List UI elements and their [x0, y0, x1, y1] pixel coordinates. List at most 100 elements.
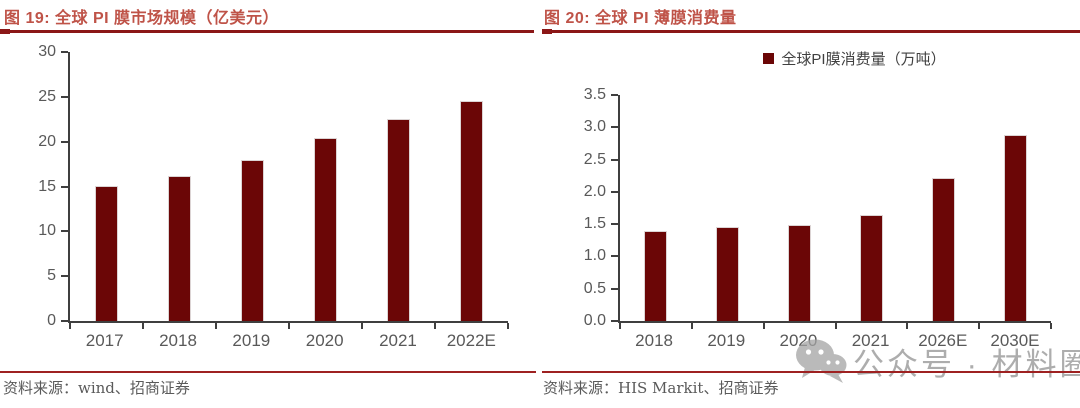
y-axis-tick-label: 5 [47, 267, 56, 285]
y-axis-tick [611, 223, 618, 226]
y-axis-tick [611, 190, 618, 193]
x-axis-tick [141, 323, 144, 329]
x-axis-label-2018: 2018 [635, 331, 673, 350]
bar-slot [979, 95, 1051, 321]
y-axis-tick-label: 1.5 [583, 215, 606, 233]
x-axis-label-2020: 2020 [305, 331, 344, 350]
figure-19-source-divider [0, 371, 536, 373]
y-axis-tick-label: 25 [38, 87, 56, 105]
x-axis-label-2019: 2019 [232, 331, 271, 350]
figure-20-source-text: 资料来源：HIS Markit、招商证券 [543, 379, 779, 397]
x-axis-label-2022E: 2022E [446, 331, 496, 350]
bar-2026E [931, 178, 955, 321]
x-axis-tick [69, 323, 71, 329]
x-axis-tick [507, 323, 509, 329]
x-axis-label-2018: 2018 [159, 331, 197, 350]
x-axis-label-2021: 2021 [851, 331, 890, 350]
bar-slot [143, 52, 216, 321]
bar-2022E [460, 101, 483, 321]
y-axis-tick-label: 0.0 [583, 312, 606, 329]
x-axis-label-2020: 2020 [779, 331, 818, 350]
figure-19-title-underline [0, 29, 534, 34]
bar-slot [70, 52, 143, 321]
bar-slot [216, 52, 289, 321]
y-axis-tick [611, 94, 618, 96]
x-axis-tick [619, 323, 621, 329]
x-axis-tick [906, 323, 909, 329]
y-axis-tick [61, 95, 68, 98]
x-axis-labels: 2018 2019 2020 2021 2026E 2030E [618, 331, 1051, 351]
figure-20-title-underline [542, 29, 1080, 34]
bar-2021 [859, 215, 883, 321]
bar-slot [764, 95, 836, 321]
x-axis-tick [690, 323, 693, 329]
bars-row [620, 95, 1051, 321]
x-axis-label-2019: 2019 [707, 331, 746, 350]
y-axis-tick-label: 10 [38, 222, 56, 240]
bars-row [70, 52, 508, 321]
figure-20-panel: 图 20: 全球 PI 薄膜消费量 全球PI膜消费量（万吨） 0.0 0.5 1.0… [540, 0, 1080, 408]
x-axis-labels: 2017 2018 2019 2020 2021 2022E [68, 331, 508, 351]
y-axis-tick [61, 230, 68, 233]
plot-area: 0.0 0.5 1.0 1.5 2.0 2.5 3.0 3.5 [584, 87, 1052, 329]
bar-2030E [1003, 135, 1027, 321]
bar-2019 [241, 159, 264, 321]
bar-slot [907, 95, 979, 321]
y-axis-tick-label: 3.5 [583, 86, 606, 103]
bar-2018 [644, 230, 668, 321]
bar-2020 [314, 138, 337, 321]
x-axis-tick [360, 323, 363, 329]
bar-2020 [788, 225, 812, 321]
x-axis-label-2017: 2017 [85, 331, 124, 350]
y-axis-tick [61, 51, 68, 53]
bar-2021 [387, 119, 410, 321]
y-axis-tick [611, 255, 618, 258]
bar-2019 [716, 226, 740, 321]
figure-19-panel: 图 19: 全球 PI 膜市场规模（亿美元） 0 5 10 15 20 25 30 2017… [0, 10, 536, 397]
y-axis-tick [61, 185, 68, 188]
figure-20-source-divider [542, 371, 1080, 373]
y-axis-tick [611, 158, 618, 161]
y-axis-tick-label: 20 [38, 132, 56, 150]
x-axis-label-2030E: 2030E [990, 331, 1040, 350]
y-axis-tick [611, 126, 618, 129]
bar-slot [362, 52, 435, 321]
bar-slot [835, 95, 907, 321]
legend: 全球PI膜消费量（万吨） [638, 48, 1071, 69]
x-axis-tick [762, 323, 765, 329]
x-axis-tick [978, 323, 981, 329]
x-axis-tick [834, 323, 837, 329]
figure-20-title: 图 20: 全球 PI 薄膜消费量 [544, 10, 737, 27]
y-axis-tick-label: 1.0 [583, 247, 606, 265]
x-axis-tick [214, 323, 217, 329]
x-axis-label-2021: 2021 [379, 331, 417, 350]
y-axis-tick-label: 0.5 [583, 279, 606, 297]
x-axis-label-2026E: 2026E [918, 331, 968, 350]
figure-19-source-text: 资料来源：wind、招商证券 [3, 379, 190, 397]
y-axis-tick-label: 15 [38, 177, 56, 195]
bar-slot [692, 95, 764, 321]
y-axis-tick [61, 320, 68, 322]
y-axis-tick-label: 2.0 [583, 182, 606, 200]
legend-label: 全球PI膜消费量（万吨） [781, 51, 946, 68]
bar-slot [620, 95, 692, 321]
bar-slot [289, 52, 362, 321]
legend-color-swatch-icon [763, 53, 775, 64]
y-axis-tick-label: 2.5 [583, 150, 606, 168]
figure-19-title: 图 19: 全球 PI 膜市场规模（亿美元） [4, 10, 280, 27]
y-axis-tick [61, 140, 68, 143]
y-axis-tick-label: 30 [38, 43, 56, 60]
y-axis-tick [611, 287, 618, 290]
y-axis-tick-label: 0 [47, 312, 56, 329]
bar-2018 [168, 175, 191, 321]
x-axis-tick [288, 323, 290, 329]
x-axis-tick [1050, 323, 1052, 329]
bar-2017 [95, 185, 118, 321]
y-axis-tick-label: 3.0 [583, 118, 606, 136]
y-axis-tick [61, 275, 68, 278]
x-axis-tick [434, 323, 436, 329]
y-axis-tick [611, 320, 618, 322]
bar-slot [435, 52, 508, 321]
plot-area: 0 5 10 15 20 25 30 [38, 44, 509, 329]
